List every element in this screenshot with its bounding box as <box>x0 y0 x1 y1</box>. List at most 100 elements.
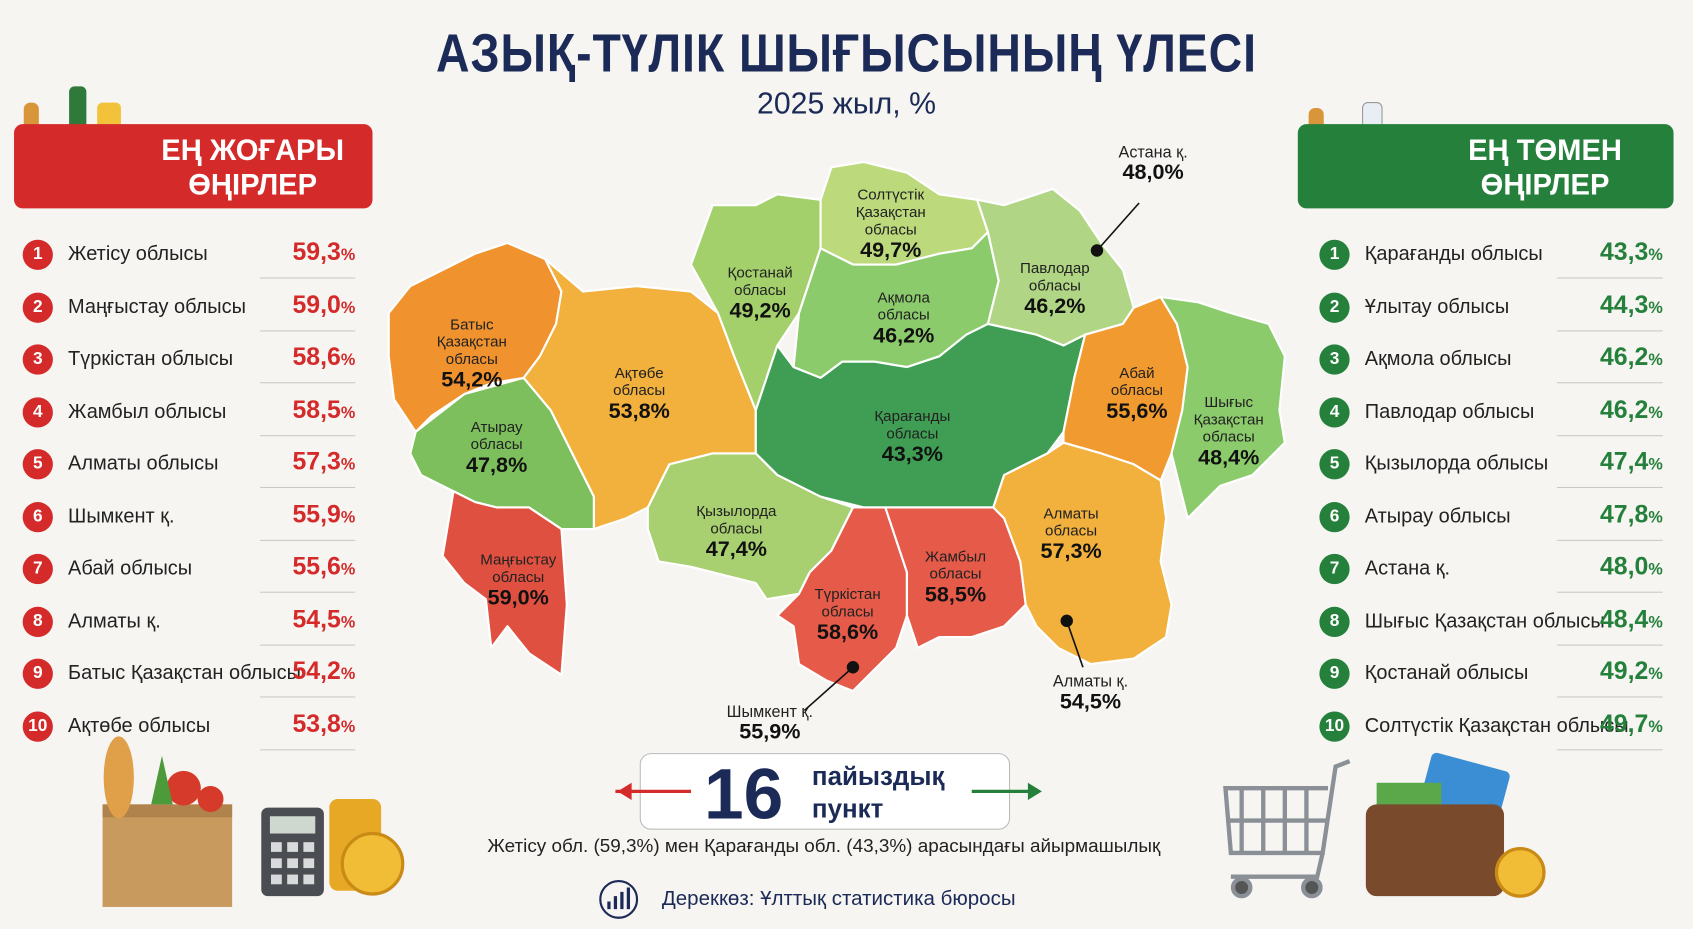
city-dot <box>846 661 860 674</box>
region-name: Шығыс Қазақстан облысы <box>1364 608 1605 632</box>
value: 48,4% <box>1600 604 1663 633</box>
rank-row: 8 Алматы қ. 54,5% <box>22 602 356 646</box>
rank-row: 4 Павлодар облысы 46,2% <box>1319 392 1663 436</box>
title: АЗЫҚ-ТҮЛІК ШЫҒЫСЫНЫҢ ҮЛЕСІ <box>435 22 1257 84</box>
value-unit: % <box>1648 717 1663 736</box>
separator <box>260 539 356 541</box>
region-label-value: 58,6% <box>816 620 879 645</box>
value-unit: % <box>340 612 356 632</box>
value-unit: % <box>340 507 356 527</box>
value: 46,2% <box>1600 395 1663 424</box>
city-name: Шымкент қ. <box>726 702 813 722</box>
value: 43,3% <box>1600 238 1663 267</box>
value: 55,9% <box>292 499 355 528</box>
source-icon <box>599 879 639 919</box>
value-number: 49,2 <box>1599 656 1649 685</box>
value-unit: % <box>340 350 356 370</box>
value-unit: % <box>340 717 356 736</box>
rank-row: 7 Абай облысы 55,6% <box>22 550 356 593</box>
rank-number: 8 <box>22 606 53 637</box>
region-label-name: Павлодар обласы <box>1020 259 1090 294</box>
region-label: Атырау обласы 47,8% <box>466 418 527 478</box>
separator <box>260 329 356 331</box>
region-label-name: Алматы обласы <box>1043 504 1099 539</box>
grocery-bag <box>102 736 233 907</box>
gap-note: Жетісу обл. (59,3%) мен Қарағанды обл. (… <box>487 834 1161 857</box>
value-number: 44,3 <box>1599 289 1649 318</box>
region-label-name: Шығыс Қазақстан обласы <box>1193 393 1264 445</box>
city-value: 55,9% <box>739 720 801 744</box>
callout-line <box>1096 202 1140 252</box>
region-label: Батыс Қазақстан обласы 54,2% <box>437 315 507 393</box>
separator <box>260 277 356 279</box>
region-label-name: Солтүстік Қазақстан обласы <box>855 185 926 238</box>
region-label-name: Ақтөбе обласы <box>613 363 666 399</box>
value: 59,3% <box>292 238 355 267</box>
region-name: Қарағанды облысы <box>1364 241 1543 265</box>
city-label: Астана қ. 48,0% <box>1119 143 1188 184</box>
rank-number: 5 <box>1319 449 1350 480</box>
region-label: Ақмола обласы 46,2% <box>873 288 934 348</box>
separator <box>260 382 356 384</box>
value: 48,0% <box>1600 552 1663 581</box>
region-name: Павлодар облысы <box>1364 398 1535 422</box>
region-label: Қызылорда обласы 47,4% <box>696 502 776 562</box>
region <box>1159 295 1286 520</box>
rank-row: 5 Қызылорда облысы 47,4% <box>1319 445 1663 489</box>
rank-row: 1 Жетісу облысы 59,3% <box>22 235 356 279</box>
region-label: Қарағанды обласы 43,3% <box>874 407 950 467</box>
region-label-value: 49,2% <box>729 299 791 323</box>
rank-number: 2 <box>1319 292 1350 323</box>
value-number: 53,8 <box>292 708 341 737</box>
rank-row: 6 Шымкент қ. 55,9% <box>22 497 356 541</box>
value-unit: % <box>1648 507 1663 527</box>
region-label: Абай обласы 55,6% <box>1106 364 1167 424</box>
rank-row: 2 Ұлытау облысы 44,3% <box>1319 288 1663 331</box>
value: 47,8% <box>1600 499 1663 528</box>
region-name: Солтүстік Қазақстан облысы <box>1364 713 1629 736</box>
region-label-value: 57,3% <box>1040 539 1102 564</box>
gap-box <box>615 753 1042 830</box>
city-name: Алматы қ. <box>1052 672 1129 692</box>
value-unit: % <box>1648 560 1663 579</box>
value-number: 59,3 <box>292 237 341 266</box>
region-label-name: Қостанай обласы <box>727 263 793 298</box>
shopping-cart <box>1223 759 1351 899</box>
rank-number: 3 <box>22 344 53 375</box>
value-unit: % <box>1648 612 1663 632</box>
value: 55,6% <box>292 552 355 581</box>
rank-number: 6 <box>22 501 53 532</box>
region-label-name: Батыс Қазақстан обласы <box>436 315 507 368</box>
value: 53,8% <box>292 709 355 738</box>
region-label: Алматы обласы 57,3% <box>1040 504 1101 564</box>
value: 46,2% <box>1600 342 1663 371</box>
region-name: Қостанай облысы <box>1364 660 1529 684</box>
rank-row: 1 Қарағанды облысы 43,3% <box>1319 235 1663 279</box>
region <box>884 506 1027 649</box>
region-label-value: 46,2% <box>873 323 935 348</box>
separator <box>260 591 356 593</box>
value-unit: % <box>340 246 356 265</box>
value-number: 59,0 <box>292 289 341 318</box>
city-label: Шымкент қ. 55,9% <box>727 702 813 743</box>
rank-row: 5 Алматы облысы 57,3% <box>22 445 356 489</box>
value: 54,2% <box>292 656 355 685</box>
region-label-name: Ақмола обласы <box>877 288 930 323</box>
value-unit: % <box>1648 403 1663 422</box>
rank-number: 5 <box>22 449 53 480</box>
value-unit: % <box>1648 350 1663 370</box>
region-name: Ақтөбе облысы <box>68 713 211 736</box>
value: 44,3% <box>1600 290 1663 319</box>
value-unit: % <box>1648 298 1663 317</box>
calculator <box>261 807 324 897</box>
region-label: Қостанай обласы 49,2% <box>728 263 793 323</box>
city-value: 54,5% <box>1059 689 1122 714</box>
region-label-value: 55,6% <box>1106 399 1168 424</box>
region-name: Жамбыл облысы <box>68 398 227 422</box>
region-label-name: Түркістан обласы <box>814 585 881 620</box>
value: 58,5% <box>292 395 355 424</box>
city-name: Астана қ. <box>1118 143 1188 162</box>
value-number: 49,7 <box>1599 708 1649 737</box>
highest-banner: ЕҢ ЖОҒАРЫ ӨҢІРЛЕР <box>14 124 373 209</box>
